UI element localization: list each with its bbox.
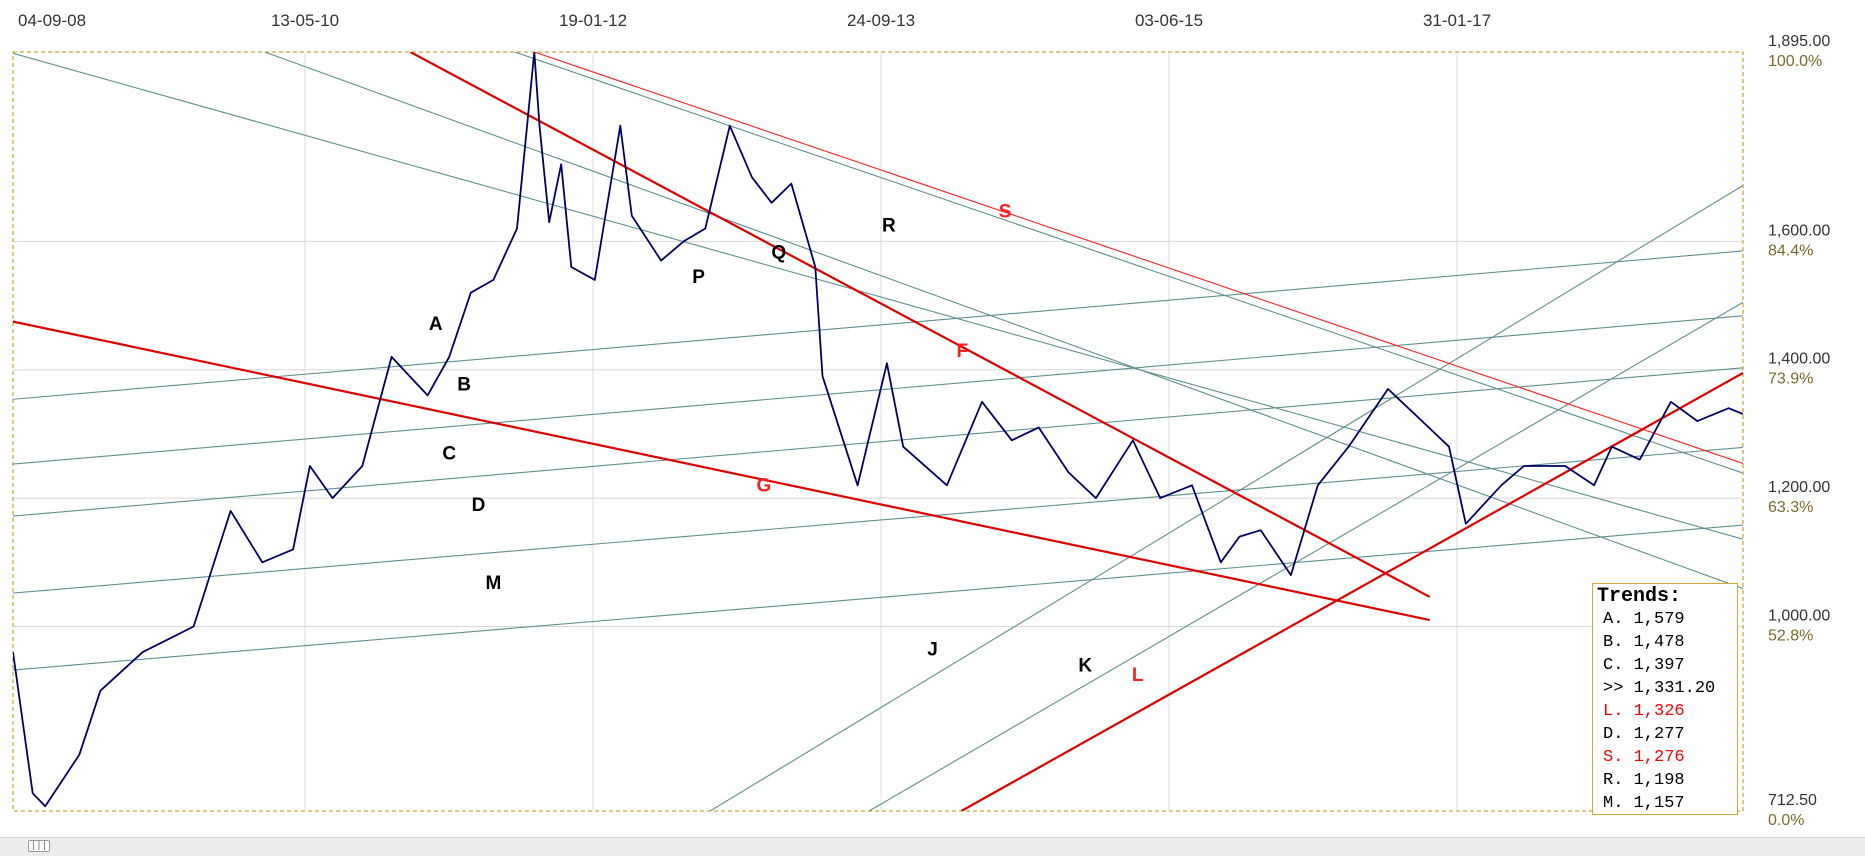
y-tick-percent: 63.3% [1768,499,1813,516]
legend-row: S. 1,276 [1603,748,1685,767]
legend-row: B. 1,478 [1603,633,1685,652]
plot-area-frame [12,51,1744,812]
y-tick-label: 712.50 [1768,792,1817,809]
price-series [13,52,1743,808]
trend-label-k: K [1078,655,1092,676]
y-tick-percent: 52.8% [1768,627,1813,644]
x-tick-label: 04-09-08 [18,11,86,30]
y-tick-label: 1,895.00 [1768,33,1830,50]
trend-label-q: Q [771,243,786,264]
legend-row: M. 1,157 [1603,794,1685,813]
legend-row: A. 1,579 [1603,610,1685,629]
y-tick-percent: 0.0% [1768,812,1804,829]
trend-line-c [13,367,1743,517]
trend-line-d [13,446,1743,594]
trend-line-s [534,52,1743,464]
scrollbar-thumb[interactable]: ||| [28,840,50,852]
trend-line-j [709,185,1743,811]
trend-label-d: D [472,495,486,516]
y-tick-label: 1,000.00 [1768,607,1830,624]
trend-label-p: P [692,267,705,288]
trend-line-q [264,52,1743,590]
y-tick-label: 1,200.00 [1768,479,1830,496]
x-axis-ticks: 04-09-08 13-05-10 19-01-12 24-09-13 03-06-15… [18,11,1491,30]
x-tick-label: 13-05-10 [271,11,339,30]
trend-label-l: L [1132,665,1144,686]
trend-label-g: G [757,476,772,497]
y-tick-percent: 84.4% [1768,242,1813,259]
legend-row: R. 1,198 [1603,771,1685,790]
trend-line-r [514,52,1743,474]
x-tick-label: 19-01-12 [559,11,627,30]
trend-label-r: R [882,216,896,237]
x-tick-label: 03-06-15 [1135,11,1203,30]
horizontal-scrollbar[interactable]: ||| [0,837,1865,856]
trend-line-b [13,315,1743,465]
grid-lines [13,52,1743,811]
y-tick-label: 1,600.00 [1768,222,1830,239]
legend-row: >> 1,331.20 [1603,679,1716,698]
trend-line-p [13,52,1743,540]
trend-line-l [960,371,1743,811]
trend-label-m: M [486,573,502,594]
trend-label-f: F [957,341,969,362]
x-tick-label: 24-09-13 [847,11,915,30]
trend-line-f [409,52,1431,598]
legend-row: D. 1,277 [1603,725,1685,744]
trend-label-b: B [457,374,471,395]
trend-label-c: C [442,444,456,465]
y-tick-label: 1,400.00 [1768,351,1830,368]
trends-legend: Trends: A. 1,579 B. 1,478 C. 1,397 >> 1,… [1592,583,1738,815]
legend-title: Trends: [1597,585,1682,608]
trend-line-g [13,320,1430,622]
y-axis-ticks: 1,895.00 100.0% 1,600.00 84.4% 1,400.00 73.9%… [1768,33,1830,829]
legend-row: C. 1,397 [1603,656,1685,675]
trend-label-a: A [429,314,443,335]
price-line [13,52,1743,808]
legend-row: L. 1,326 [1603,702,1685,721]
trend-line-m [13,524,1743,671]
trend-line-k [868,301,1743,811]
x-tick-label: 31-01-17 [1423,11,1491,30]
trend-label-j: J [927,639,938,660]
trend-label-s: S [999,202,1012,223]
trend-labels: A B C D M P Q R S F G J K L [429,202,1144,686]
y-tick-percent: 73.9% [1768,371,1813,388]
trend-line-a [13,250,1743,400]
y-tick-percent: 100.0% [1768,53,1822,70]
trend-lines [13,52,1743,811]
